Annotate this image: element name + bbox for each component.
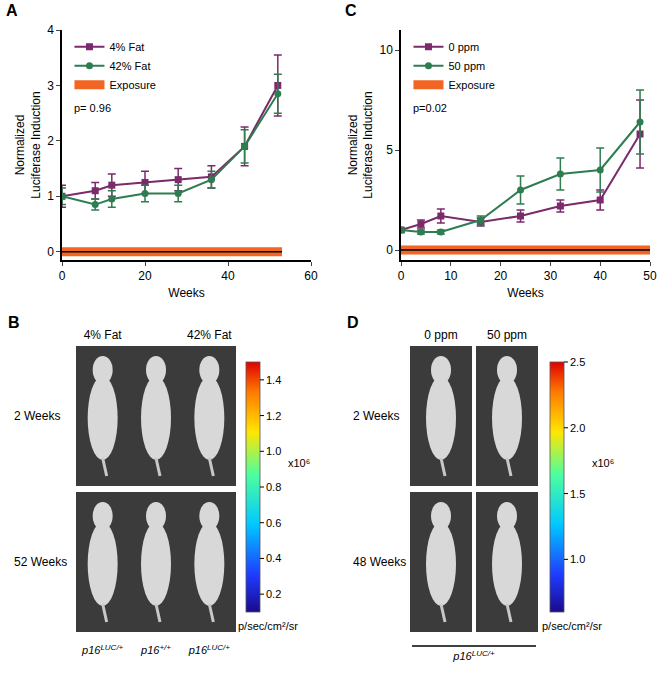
svg-text:0.2: 0.2 (266, 588, 281, 600)
svg-text:2: 2 (47, 134, 54, 148)
svg-text:50 ppm: 50 ppm (448, 60, 485, 72)
svg-text:NormalizedLuciferase Induction: NormalizedLuciferase Induction (346, 91, 376, 198)
svg-text:0: 0 (59, 269, 66, 283)
svg-text:50: 50 (643, 269, 657, 283)
svg-text:p16+/+: p16+/+ (140, 643, 171, 656)
svg-text:48 Weeks: 48 Weeks (353, 555, 406, 569)
svg-text:2.5: 2.5 (570, 356, 585, 368)
svg-text:p/sec/cm²/sr: p/sec/cm²/sr (238, 620, 298, 632)
svg-text:1: 1 (47, 189, 54, 203)
svg-text:Weeks: Weeks (507, 286, 543, 300)
svg-text:1.2: 1.2 (266, 410, 281, 422)
svg-text:10: 10 (444, 269, 458, 283)
svg-text:4: 4 (47, 23, 54, 37)
svg-text:42% Fat: 42% Fat (109, 60, 150, 72)
svg-text:p= 0.96: p= 0.96 (74, 102, 111, 114)
svg-text:x10⁶: x10⁶ (592, 457, 614, 469)
svg-text:52 Weeks: 52 Weeks (14, 555, 67, 569)
svg-text:0.4: 0.4 (266, 552, 281, 564)
svg-text:3: 3 (47, 79, 54, 93)
svg-text:1.0: 1.0 (266, 445, 281, 457)
svg-text:40: 40 (594, 269, 608, 283)
svg-text:4% Fat: 4% Fat (109, 41, 144, 53)
svg-text:2 Weeks: 2 Weeks (353, 409, 399, 423)
svg-text:40: 40 (221, 269, 235, 283)
svg-text:2.0: 2.0 (570, 422, 585, 434)
svg-text:0 ppm: 0 ppm (424, 328, 457, 342)
svg-text:50 ppm: 50 ppm (487, 328, 527, 342)
svg-text:p16LUC/+: p16LUC/+ (81, 643, 124, 656)
svg-text:4% Fat: 4% Fat (84, 328, 123, 342)
svg-text:D: D (347, 314, 359, 331)
svg-text:x10⁶: x10⁶ (288, 457, 310, 469)
svg-text:Exposure: Exposure (109, 79, 155, 91)
svg-text:60: 60 (304, 269, 318, 283)
svg-text:0: 0 (47, 245, 54, 259)
html-text:C: C (345, 2, 357, 19)
svg-text:10: 10 (379, 43, 393, 57)
svg-text:2 Weeks: 2 Weeks (14, 409, 60, 423)
svg-text:p/sec/cm²/sr: p/sec/cm²/sr (542, 620, 602, 632)
svg-text:Exposure: Exposure (448, 79, 494, 91)
svg-text:p16LUC/+: p16LUC/+ (188, 643, 231, 656)
svg-text:30: 30 (544, 269, 558, 283)
svg-text:1.0: 1.0 (570, 553, 585, 565)
svg-text:p=0.02: p=0.02 (413, 102, 447, 114)
svg-text:20: 20 (138, 269, 152, 283)
svg-text:1.5: 1.5 (570, 488, 585, 500)
svg-text:NormalizedLuciferase Induction: NormalizedLuciferase Induction (13, 91, 43, 198)
svg-text:0 ppm: 0 ppm (448, 41, 479, 53)
svg-text:p16LUC/+: p16LUC/+ (452, 649, 495, 662)
svg-text:5: 5 (386, 143, 393, 157)
svg-text:Weeks: Weeks (168, 286, 204, 300)
svg-text:0: 0 (386, 243, 393, 257)
svg-text:42% Fat: 42% Fat (187, 328, 232, 342)
svg-text:0.8: 0.8 (266, 481, 281, 493)
svg-text:0.6: 0.6 (266, 517, 281, 529)
svg-text:1.4: 1.4 (266, 374, 281, 386)
html-text:A: A (6, 2, 18, 19)
svg-text:20: 20 (494, 269, 508, 283)
svg-text:B: B (8, 314, 20, 331)
svg-text:0: 0 (398, 269, 405, 283)
